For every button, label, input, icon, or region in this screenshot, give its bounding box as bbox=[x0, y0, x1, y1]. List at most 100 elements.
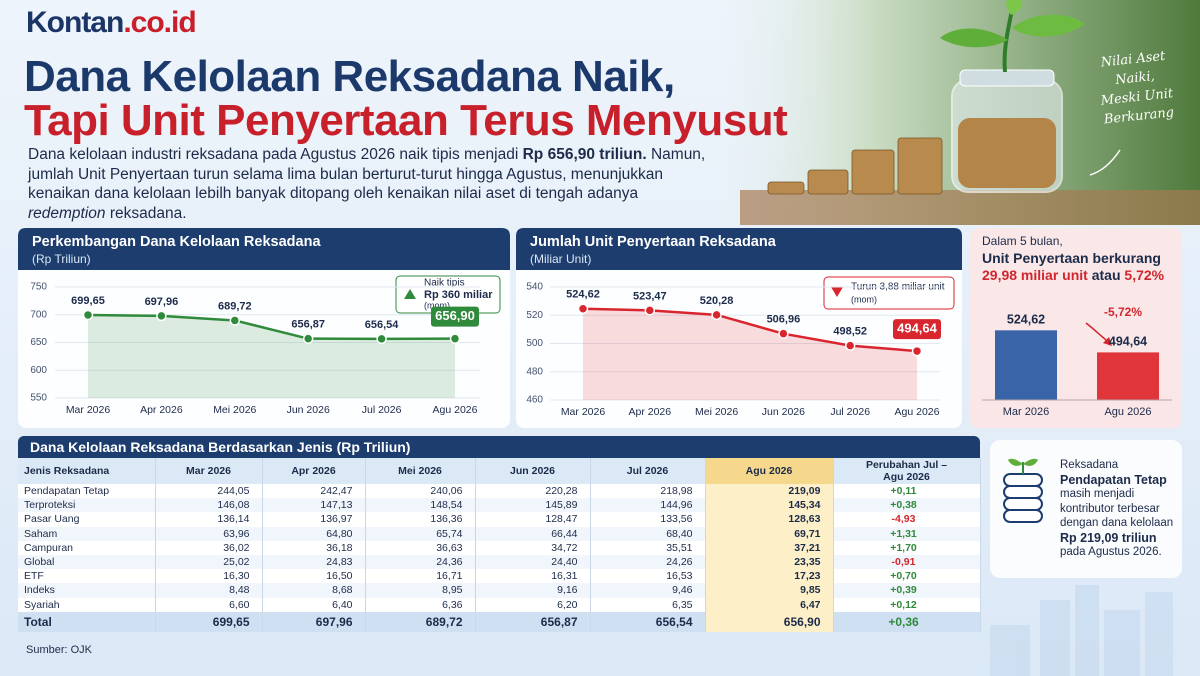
y-tick-label: 500 bbox=[526, 338, 543, 349]
bar bbox=[995, 330, 1057, 400]
x-tick-label: Jun 2026 bbox=[762, 406, 805, 418]
table-cell: 34,72 bbox=[475, 540, 591, 555]
x-tick-label: Jun 2026 bbox=[287, 404, 330, 416]
headline-line: Tapi Unit Penyertaan Terus Menyusut bbox=[24, 96, 788, 145]
logo-main: Kontan bbox=[26, 6, 124, 39]
table-cell: 17,23 bbox=[705, 569, 834, 584]
table-cell: 16,53 bbox=[590, 569, 706, 584]
x-tick-label: Mar 2026 bbox=[66, 404, 111, 416]
table-cell: +0,36 bbox=[833, 611, 981, 632]
column-header-text: Perubahan Jul – Agu 2026 bbox=[865, 459, 948, 483]
x-tick-label: Mar 2026 bbox=[1003, 406, 1049, 418]
headline-line: Dana Kelolaan Reksadana Naik, bbox=[24, 52, 675, 101]
table-title: Dana Kelolaan Reksadana Berdasarkan Jeni… bbox=[18, 436, 980, 458]
point bbox=[229, 315, 241, 326]
value-badge bbox=[893, 319, 941, 340]
annotation: (mom) bbox=[424, 300, 450, 310]
table-cell: 133,56 bbox=[590, 512, 706, 527]
x-tick-label: Apr 2026 bbox=[628, 406, 671, 418]
x-tick-label: Agu 2026 bbox=[433, 404, 478, 416]
table-cell: 242,47 bbox=[262, 484, 366, 499]
intro-text: reksadana. bbox=[105, 204, 187, 222]
table-cell: 8,48 bbox=[155, 583, 263, 598]
column-header: Perubahan Jul – Agu 2026 bbox=[833, 458, 981, 484]
area bbox=[583, 308, 917, 400]
table-row: Total 699,65 697,96 689,72 656,87 656,54 656,9… bbox=[18, 611, 981, 632]
y-tick-label: 550 bbox=[30, 393, 47, 404]
y-tick-label: 460 bbox=[526, 395, 543, 406]
value-label: 697,96 bbox=[145, 296, 179, 308]
x-tick-label: Mei 2026 bbox=[695, 406, 738, 418]
value-label: 498,52 bbox=[833, 325, 867, 337]
value-label: 699,65 bbox=[71, 295, 105, 307]
table-cell: Global bbox=[18, 554, 156, 570]
value-label: 689,72 bbox=[218, 300, 252, 312]
table-cell: 218,98 bbox=[590, 484, 706, 499]
coin-stacks bbox=[767, 137, 943, 195]
area bbox=[88, 314, 455, 398]
x-tick-label: Jul 2026 bbox=[830, 406, 870, 418]
table-cell: 219,09 bbox=[705, 484, 834, 499]
callout-text: masih menjadi kontributor terbesar denga… bbox=[1060, 488, 1174, 529]
value-label: 523,47 bbox=[633, 290, 667, 302]
table-cell: 9,16 bbox=[475, 583, 591, 598]
table-cell: 145,89 bbox=[475, 498, 591, 513]
intro-italic: redemption bbox=[28, 204, 106, 222]
point bbox=[778, 328, 789, 339]
value-label: 656,90 bbox=[435, 308, 475, 323]
table-cell: 65,74 bbox=[365, 526, 476, 541]
table-cell: 8,95 bbox=[365, 583, 476, 598]
table-cell: 37,21 bbox=[705, 540, 834, 555]
point bbox=[449, 333, 461, 344]
table-row: Saham 63,96 64,80 65,74 66,44 68,40 69,71 +1,31 bbox=[18, 526, 981, 541]
value-label: 520,28 bbox=[700, 295, 734, 307]
value-label: 494,64 bbox=[1109, 335, 1147, 349]
table-cell: 136,14 bbox=[155, 512, 263, 527]
summary: Dalam 5 bulan, Unit Penyertaan berkurang… bbox=[982, 234, 1174, 284]
table-cell: Terproteksi bbox=[18, 498, 156, 513]
table-cell: 23,35 bbox=[705, 554, 834, 570]
table-surface bbox=[740, 190, 1200, 225]
table-row: Campuran 36,02 36,18 36,63 34,72 35,51 37,21 +1… bbox=[18, 540, 981, 555]
y-tick-label: 600 bbox=[30, 365, 47, 376]
table: Jenis Reksadana Mar 2026 Apr 2026 Mei 2026 J… bbox=[18, 458, 981, 632]
table-cell: 16,30 bbox=[155, 569, 263, 584]
table-cell: 6,36 bbox=[365, 597, 476, 612]
table-cell: +0,38 bbox=[833, 498, 981, 513]
table-cell: 6,20 bbox=[475, 597, 591, 612]
table-row: ETF 16,30 16,50 16,71 16,31 16,53 17,23 +0,70 bbox=[18, 569, 981, 584]
up-arrow bbox=[404, 289, 416, 299]
table-cell: Pasar Uang bbox=[18, 512, 156, 527]
table-cell: 136,36 bbox=[365, 512, 476, 527]
intro-text: Namun, jumlah Unit Penyertaan turun sela… bbox=[28, 146, 706, 202]
summary-text: Unit Penyertaan berkurang 29,98 miliar u… bbox=[982, 250, 1174, 284]
header-row: Jenis Reksadana Mar 2026 Apr 2026 Mei 2026 J… bbox=[18, 458, 981, 484]
x-tick-label: Jul 2026 bbox=[362, 404, 402, 416]
x-tick-label: Mar 2026 bbox=[561, 406, 606, 418]
table-cell: 36,02 bbox=[155, 540, 263, 555]
note-arrow bbox=[1089, 149, 1121, 176]
table-cell: 148,54 bbox=[365, 498, 476, 513]
table-cell: 24,26 bbox=[590, 554, 706, 570]
panel-header bbox=[516, 228, 962, 270]
table-cell: 16,71 bbox=[365, 569, 476, 584]
table-cell: 36,63 bbox=[365, 540, 476, 555]
column-header: Agu 2026 bbox=[705, 458, 834, 484]
table-row: Terproteksi 146,08 147,13 148,54 145,89 144,9… bbox=[18, 498, 981, 513]
table-cell: Indeks bbox=[18, 583, 156, 598]
callout-bold: Rp 219,09 triliun bbox=[1060, 530, 1157, 545]
table-cell: 66,44 bbox=[475, 526, 591, 541]
table-cell: 9,85 bbox=[705, 583, 834, 598]
jar bbox=[940, 0, 1085, 193]
chart-subtitle: (Miliar Unit) bbox=[530, 252, 591, 266]
point bbox=[376, 333, 387, 345]
table-cell: 697,96 bbox=[262, 611, 366, 632]
x-tick-label: Apr 2026 bbox=[140, 404, 183, 416]
table-cell: 16,50 bbox=[262, 569, 366, 584]
point bbox=[844, 340, 856, 351]
table-row: Indeks 8,48 8,68 8,95 9,16 9,46 9,85 +0,39 bbox=[18, 583, 981, 598]
table-cell: +0,39 bbox=[833, 583, 981, 598]
table-row: Pasar Uang 136,14 136,97 136,36 128,47 133,56… bbox=[18, 512, 981, 527]
